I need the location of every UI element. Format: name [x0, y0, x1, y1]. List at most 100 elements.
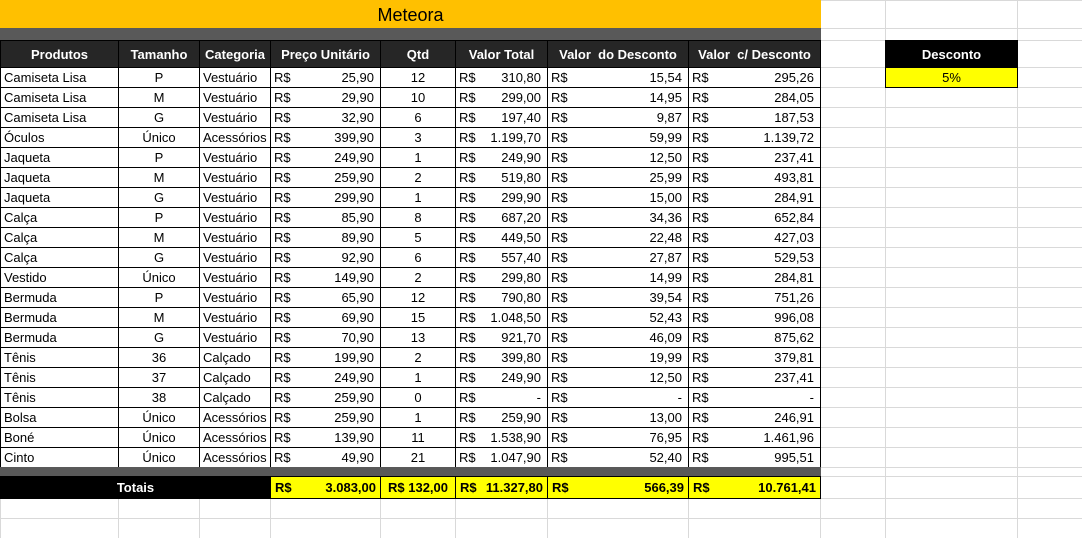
- cell-text: Jaqueta: [4, 190, 51, 205]
- currency-symbol: R$: [459, 250, 476, 265]
- currency-symbol: R$: [551, 190, 568, 205]
- cell-value: 70,90: [341, 330, 374, 345]
- table-cell: 3: [380, 127, 456, 148]
- table-cell: R$ 379,81: [688, 347, 821, 368]
- table-cell: P: [118, 287, 200, 308]
- header-text: Qtd: [406, 46, 430, 62]
- table-cell: P: [118, 67, 200, 88]
- cell-text: 38: [151, 390, 167, 405]
- currency-symbol: R$: [552, 480, 569, 495]
- cell-value: 996,08: [774, 310, 814, 325]
- cell-value: 921,70: [501, 330, 541, 345]
- table-cell: Calça: [0, 207, 119, 228]
- currency-symbol: R$: [275, 480, 292, 495]
- table-cell: R$ 25,90: [270, 67, 381, 88]
- cell-text: Vestuário: [203, 310, 258, 325]
- currency-symbol: R$: [692, 70, 709, 85]
- table-cell: Bolsa: [0, 407, 119, 428]
- table-cell: Camiseta Lisa: [0, 67, 119, 88]
- currency-symbol: R$: [274, 110, 291, 125]
- cell-text: Cinto: [4, 450, 35, 465]
- totals-cell: R$ 3.083,00: [270, 476, 381, 499]
- cell-text: P: [154, 150, 164, 165]
- table-cell: R$ 246,91: [688, 407, 821, 428]
- cell-text: 6: [414, 110, 422, 125]
- table-cell: R$ 284,81: [688, 267, 821, 288]
- table-cell: Bermuda: [0, 307, 119, 328]
- table-cell: Vestuário: [199, 327, 271, 348]
- cell-text: 11: [411, 430, 425, 445]
- table-cell: 1: [380, 147, 456, 168]
- table-cell: Vestuário: [199, 67, 271, 88]
- cell-value: 529,53: [774, 250, 814, 265]
- cell-text: 1: [414, 370, 422, 385]
- table-cell: R$ 259,90: [455, 407, 548, 428]
- table-cell: Calçado: [199, 367, 271, 388]
- table-cell: 2: [380, 347, 456, 368]
- discount-header-text: Desconto: [921, 46, 982, 62]
- cell-value: 14,95: [649, 90, 682, 105]
- cell-text: P: [154, 210, 164, 225]
- table-cell: Vestuário: [199, 307, 271, 328]
- table-cell: R$ 14,95: [547, 87, 689, 108]
- table-cell: Camiseta Lisa: [0, 107, 119, 128]
- cell-value: 1.461,96: [763, 430, 814, 445]
- totals-label: Totais: [0, 476, 271, 499]
- table-cell: Calçado: [199, 387, 271, 408]
- cell-value: 1.199,70: [490, 130, 541, 145]
- totals-cell: R$ 132,00: [380, 476, 456, 499]
- cell-text: 1: [414, 410, 422, 425]
- cell-value: 39,54: [649, 290, 682, 305]
- totals-value: R$ 132,00: [388, 480, 448, 495]
- currency-symbol: R$: [274, 350, 291, 365]
- cell-text: 12: [410, 70, 426, 85]
- currency-symbol: R$: [459, 170, 476, 185]
- table-cell: R$ 493,81: [688, 167, 821, 188]
- currency-symbol: R$: [551, 290, 568, 305]
- table-cell: 11: [380, 427, 456, 448]
- table-cell: R$ 92,90: [270, 247, 381, 268]
- table-cell: R$ 1.047,90: [455, 447, 548, 468]
- currency-symbol: R$: [551, 170, 568, 185]
- cell-value: 249,90: [501, 150, 541, 165]
- column-header: Valor c/ Desconto: [688, 40, 821, 68]
- table-cell: 10: [380, 87, 456, 108]
- cell-value: 519,80: [501, 170, 541, 185]
- table-cell: 36: [118, 347, 200, 368]
- cell-value: 1.048,50: [490, 310, 541, 325]
- column-header: Tamanho: [118, 40, 200, 68]
- table-cell: Bermuda: [0, 327, 119, 348]
- cell-text: Boné: [4, 430, 35, 445]
- table-cell: R$ 249,90: [270, 367, 381, 388]
- cell-value: 34,36: [649, 210, 682, 225]
- column-header: Valor do Desconto: [547, 40, 689, 68]
- currency-symbol: R$: [551, 130, 568, 145]
- cell-text: Vestuário: [203, 250, 258, 265]
- table-cell: 12: [380, 67, 456, 88]
- table-cell: R$ 12,50: [547, 147, 689, 168]
- totals-value: 3.083,00: [325, 480, 376, 495]
- currency-symbol: R$: [692, 310, 709, 325]
- cell-value: 310,80: [501, 70, 541, 85]
- cell-value: 76,95: [649, 430, 682, 445]
- cell-text: Acessórios: [203, 130, 267, 145]
- header-text: Preço Unitário: [281, 46, 370, 62]
- cell-value: 12,50: [649, 370, 682, 385]
- table-cell: R$ 1.139,72: [688, 127, 821, 148]
- table-cell: R$ 59,99: [547, 127, 689, 148]
- table-cell: R$ 751,26: [688, 287, 821, 308]
- table-cell: R$ 996,08: [688, 307, 821, 328]
- cell-text: Vestuário: [203, 70, 258, 85]
- table-cell: Vestuário: [199, 147, 271, 168]
- cell-value: 52,40: [649, 450, 682, 465]
- currency-symbol: R$: [551, 430, 568, 445]
- cell-text: Camiseta Lisa: [4, 110, 87, 125]
- currency-symbol: R$: [551, 350, 568, 365]
- cell-text: 2: [414, 270, 422, 285]
- totals-value: 566,39: [644, 480, 684, 495]
- table-cell: Vestido: [0, 267, 119, 288]
- currency-symbol: R$: [692, 350, 709, 365]
- cell-text: G: [153, 330, 165, 345]
- totals-cell: R$ 566,39: [547, 476, 689, 499]
- cell-text: Acessórios: [203, 450, 267, 465]
